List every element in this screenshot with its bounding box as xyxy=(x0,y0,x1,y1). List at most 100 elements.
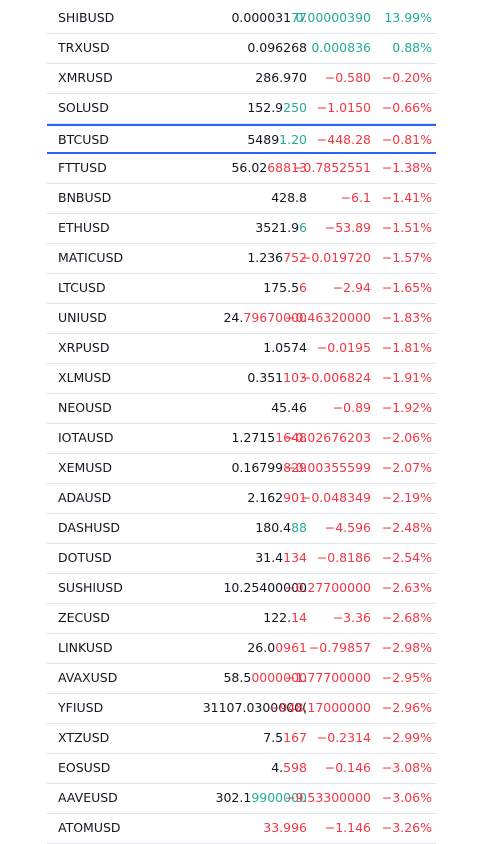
price-part: 24. xyxy=(223,310,244,325)
change: −0.8186 xyxy=(316,550,371,565)
change: −1.146 xyxy=(324,820,371,835)
watchlist-row[interactable]: LTCUSD 175.56 −2.94 −1.65% xyxy=(47,274,436,304)
symbol: TRXUSD xyxy=(58,40,110,55)
change: −1.0150 xyxy=(316,100,371,115)
price-part: 175.5 xyxy=(263,280,300,295)
change: −9.53300000 xyxy=(284,790,371,805)
watchlist-row[interactable]: DOTUSD 31.4134 −0.8186 −2.54% xyxy=(47,544,436,574)
watchlist-row[interactable]: SOLUSD 152.9250 −1.0150 −0.66% xyxy=(47,94,436,124)
watchlist-row[interactable]: XEMUSD 0.16799829 −0.00355599 −2.07% xyxy=(47,454,436,484)
watchlist-row[interactable]: AVAXUSD 58.50000000 −1.77700000 −2.95% xyxy=(47,664,436,694)
symbol: EOSUSD xyxy=(58,760,111,775)
price: 0.16799829 xyxy=(187,454,307,482)
price-part: 31.4 xyxy=(255,550,284,565)
price: 0.096268 xyxy=(187,34,307,62)
price-part: 250 xyxy=(283,100,307,115)
watchlist-row[interactable]: EOSUSD 4.598 −0.146 −3.08% xyxy=(47,754,436,784)
symbol: IOTAUSD xyxy=(58,430,114,445)
change-percent: −2.06% xyxy=(381,430,432,445)
symbol: SOLUSD xyxy=(58,100,109,115)
price-part: 56.02 xyxy=(231,160,268,175)
price-part: 79670000 xyxy=(243,310,307,325)
price-part: 1.0574 xyxy=(263,340,307,355)
price-part: 1.20 xyxy=(279,132,307,147)
price-part: 7.5 xyxy=(263,730,284,745)
watchlist-row[interactable]: YFIUSD 31107.0300000(−948.17000000 −2.96% xyxy=(47,694,436,724)
price-part: 901 xyxy=(283,490,307,505)
watchlist-row[interactable]: TRXUSD 0.096268 0.000836 0.88% xyxy=(47,34,436,64)
symbol: ZECUSD xyxy=(58,610,110,625)
price-part: 88 xyxy=(291,520,307,535)
watchlist-row[interactable]: IOTAUSD 1.27151648 −0.02676203 −2.06% xyxy=(47,424,436,454)
price-part: 58.5 xyxy=(223,670,252,685)
watchlist-row[interactable]: AAVEUSD 302.19900000 −9.53300000 −3.06% xyxy=(47,784,436,814)
watchlist-row[interactable]: BTCUSD 54891.20 −448.28 −0.81% xyxy=(47,124,436,154)
watchlist-row[interactable]: ETHUSD 3521.96 −53.89 −1.51% xyxy=(47,214,436,244)
price-part: 598 xyxy=(283,760,307,775)
price-part: 14 xyxy=(291,610,307,625)
symbol: SHIBUSD xyxy=(58,10,115,25)
price: 2.162901 xyxy=(187,484,307,512)
watchlist-row[interactable]: UNIUSD 24.79670000 −0.46320000 −1.83% xyxy=(47,304,436,334)
watchlist-row[interactable]: LINKUSD 26.00961 −0.79857 −2.98% xyxy=(47,634,436,664)
symbol: ETHUSD xyxy=(58,220,110,235)
symbol: AAVEUSD xyxy=(58,790,118,805)
price-part: 6 xyxy=(299,220,307,235)
change-percent: −1.83% xyxy=(381,310,432,325)
watchlist-row[interactable]: BNBUSD 428.8 −6.1 −1.41% xyxy=(47,184,436,214)
watchlist-row[interactable]: DASHUSD 180.488 −4.596 −2.48% xyxy=(47,514,436,544)
change: −6.1 xyxy=(340,190,371,205)
watchlist-row[interactable]: XRPUSD 1.0574 −0.0195 −1.81% xyxy=(47,334,436,364)
price: 1.27151648 xyxy=(187,424,307,452)
symbol: ATOMUSD xyxy=(58,820,121,835)
change: −0.006824 xyxy=(300,370,371,385)
price-part: 26.0 xyxy=(247,640,276,655)
change-percent: −2.63% xyxy=(381,580,432,595)
symbol: XTZUSD xyxy=(58,730,110,745)
price: 428.8 xyxy=(187,184,307,212)
watchlist-row[interactable]: XMRUSD 286.970 −0.580 −0.20% xyxy=(47,64,436,94)
price: 152.9250 xyxy=(187,94,307,122)
change-percent: −2.96% xyxy=(381,700,432,715)
price: 33.996 xyxy=(187,814,307,842)
watchlist-row[interactable]: XTZUSD 7.5167 −0.2314 −2.99% xyxy=(47,724,436,754)
price: 302.19900000 xyxy=(187,784,307,812)
watchlist-row[interactable]: ADAUSD 2.162901 −0.048349 −2.19% xyxy=(47,484,436,514)
change: −0.27700000 xyxy=(284,580,371,595)
change: −0.019720 xyxy=(300,250,371,265)
change: 0.000836 xyxy=(311,40,371,55)
price-part: 33.996 xyxy=(263,820,307,835)
watchlist-row[interactable]: NEOUSD 45.46 −0.89 −1.92% xyxy=(47,394,436,424)
symbol: XRPUSD xyxy=(58,340,110,355)
watchlist-row[interactable]: SUSHIUSD 10.25400000 −0.27700000 −2.63% xyxy=(47,574,436,604)
price-part: 4. xyxy=(271,760,284,775)
price-part: 122. xyxy=(263,610,292,625)
symbol: FTTUSD xyxy=(58,160,107,175)
price: 7.5167 xyxy=(187,724,307,752)
watchlist-row[interactable]: FTTUSD 56.0268813 −0.7852551 −1.38% xyxy=(47,154,436,184)
change-percent: −1.51% xyxy=(381,220,432,235)
symbol: YFIUSD xyxy=(58,700,104,715)
price-part: 77 xyxy=(291,10,307,25)
symbol: XEMUSD xyxy=(58,460,112,475)
change-percent: 0.88% xyxy=(392,40,432,55)
watchlist-row[interactable]: XLMUSD 0.351103 −0.006824 −1.91% xyxy=(47,364,436,394)
price-part: 68813 xyxy=(267,160,307,175)
price-part: 134 xyxy=(283,550,307,565)
change-percent: −1.65% xyxy=(381,280,432,295)
change-percent: −2.19% xyxy=(381,490,432,505)
watchlist-row[interactable]: SHIBUSD 0.00003177 0.00000390 13.99% xyxy=(47,4,436,34)
price: 175.56 xyxy=(187,274,307,302)
change-percent: −1.81% xyxy=(381,340,432,355)
price: 122.14 xyxy=(187,604,307,632)
change: −448.28 xyxy=(316,132,371,147)
watchlist-row[interactable]: ZECUSD 122.14 −3.36 −2.68% xyxy=(47,604,436,634)
watchlist-row[interactable]: MATICUSD 1.236752 −0.019720 −1.57% xyxy=(47,244,436,274)
watchlist-row[interactable]: ATOMUSD 33.996 −1.146 −3.26% xyxy=(47,814,436,844)
price-part: 2.162 xyxy=(247,490,284,505)
symbol: MATICUSD xyxy=(58,250,124,265)
symbol: UNIUSD xyxy=(58,310,107,325)
price-part: 5489 xyxy=(247,132,280,147)
price-part: 829 xyxy=(283,460,307,475)
